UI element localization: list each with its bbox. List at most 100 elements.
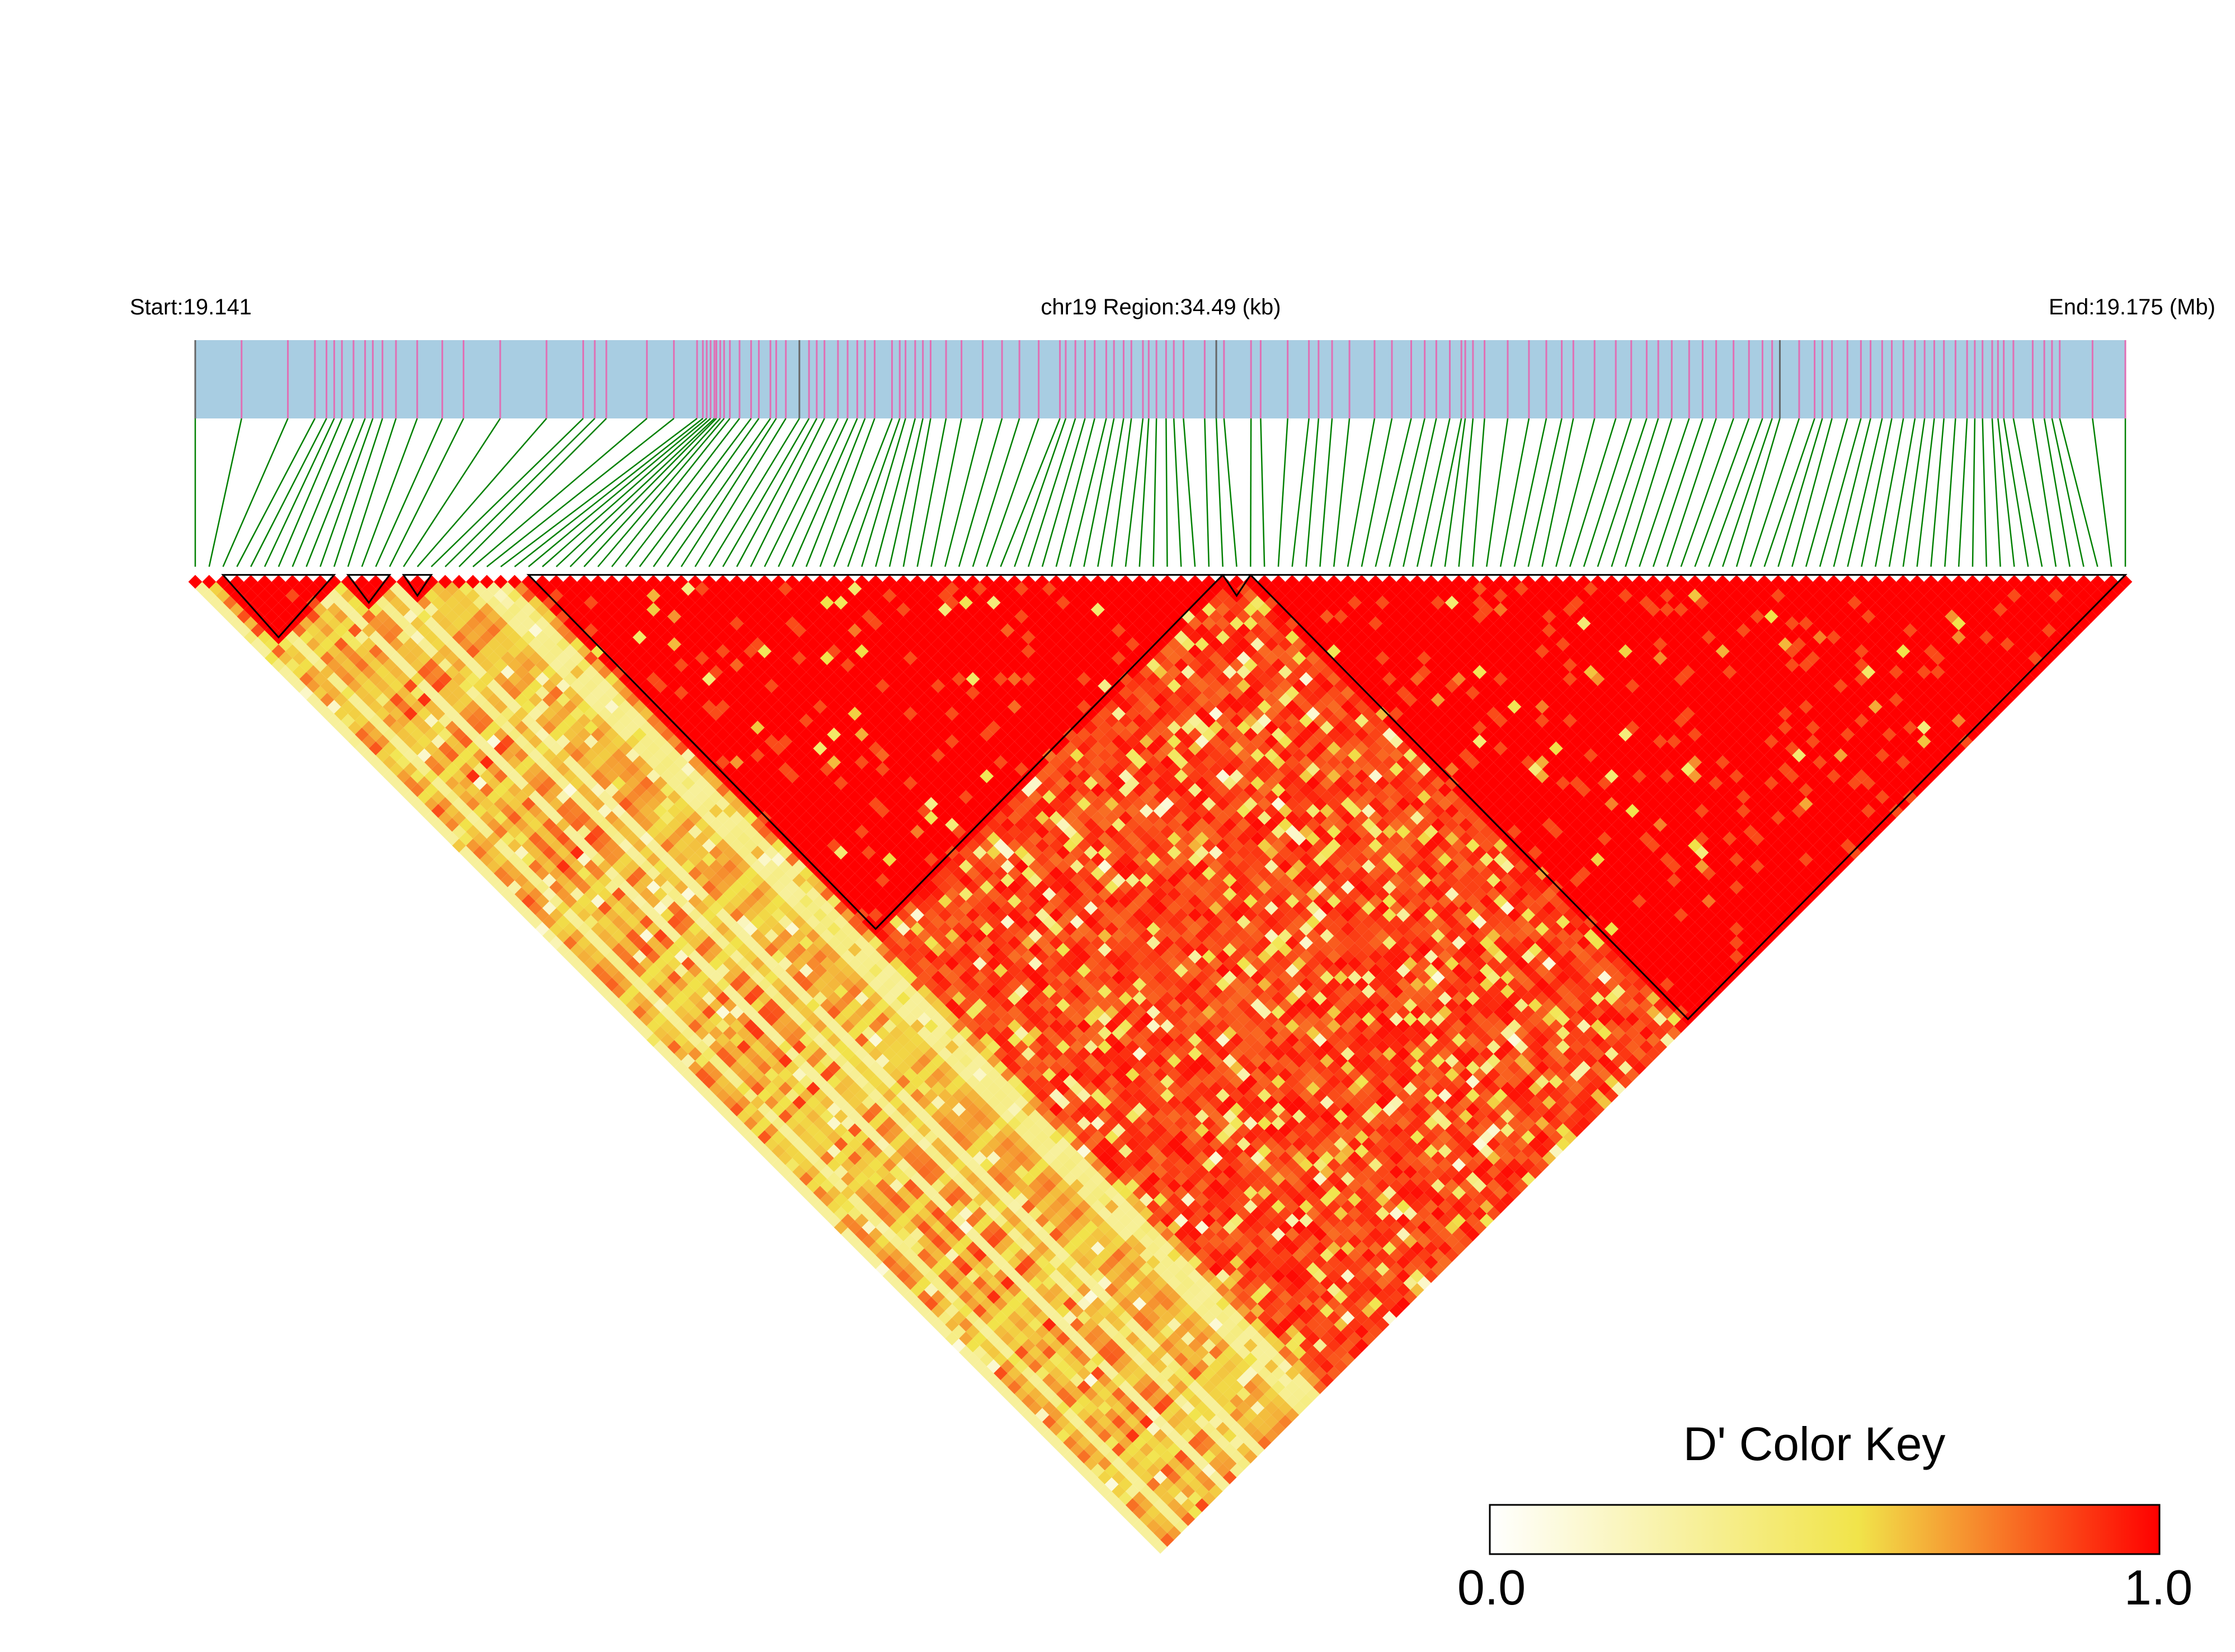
ld-cell — [1035, 1366, 1050, 1381]
ld-cell — [702, 852, 716, 867]
ld-cell — [369, 727, 383, 742]
ld-cell — [410, 797, 425, 811]
ld-cell — [521, 825, 536, 839]
ld-cell — [910, 1185, 925, 1200]
snp-connector — [361, 418, 418, 567]
ld-cell — [507, 755, 522, 770]
ld-cell — [1160, 1505, 1174, 1519]
ld-cell — [1181, 1317, 1196, 1332]
ld-cell — [639, 970, 654, 985]
ld-cell — [1160, 1255, 1174, 1269]
ld-cell — [896, 1241, 911, 1255]
ld-cell — [1104, 1352, 1119, 1367]
ld-cell — [1007, 1130, 1022, 1145]
ld-cell — [702, 963, 716, 978]
snp-connector — [930, 418, 962, 567]
ld-cell — [876, 1151, 890, 1165]
ld-cell — [1160, 1463, 1174, 1477]
ld-cell — [1098, 1206, 1112, 1221]
ld-cell — [674, 1061, 689, 1075]
ld-cell — [632, 741, 647, 756]
snp-connector — [2003, 418, 2029, 567]
ld-cell — [1014, 1387, 1029, 1401]
ld-cell — [313, 616, 327, 630]
ld-cell — [493, 825, 508, 839]
ld-cell — [1098, 1470, 1112, 1485]
ld-cell — [1139, 1498, 1154, 1512]
ld-cell — [945, 1109, 959, 1123]
ld-cell — [1181, 1442, 1196, 1457]
ld-cell — [639, 929, 654, 943]
ld-cell — [695, 1067, 709, 1082]
ld-cell — [750, 915, 765, 929]
ld-cell — [306, 595, 321, 610]
ld-cell — [1035, 1408, 1050, 1422]
ld-cell — [764, 1123, 779, 1137]
ld-cell — [841, 1130, 855, 1145]
ld-cell — [1063, 1213, 1077, 1228]
ld-cell — [646, 825, 661, 839]
ld-cell — [361, 609, 376, 624]
ld-cell — [493, 727, 508, 742]
ld-cell — [375, 735, 390, 749]
ld-cell — [535, 894, 549, 909]
ld-cell — [410, 575, 425, 589]
ld-cell — [1007, 1352, 1022, 1367]
ld-cell — [986, 1303, 1001, 1318]
ld-cell — [896, 991, 911, 1006]
ld-cell — [764, 1081, 779, 1096]
snp-connector — [1777, 418, 1823, 567]
ld-cell — [1000, 1109, 1015, 1123]
ld-cell — [966, 1088, 980, 1103]
ld-cell — [542, 915, 557, 929]
ld-cell — [1104, 1380, 1119, 1394]
ld-cell — [792, 998, 807, 1013]
ld-cell — [910, 1171, 925, 1186]
ld-cell — [681, 804, 695, 818]
ld-cell — [854, 1158, 869, 1172]
ld-cell — [854, 991, 869, 1006]
ld-cell — [1139, 1317, 1154, 1332]
ld-cell — [966, 1102, 980, 1117]
ld-cell — [1014, 1165, 1029, 1179]
ld-cell — [876, 1193, 890, 1207]
ld-cell — [438, 672, 453, 686]
ld-cell — [882, 991, 897, 1006]
ld-cell — [1139, 1276, 1154, 1290]
ld-cell — [890, 1026, 904, 1041]
ld-cell — [570, 943, 584, 957]
ld-cell — [785, 1144, 799, 1159]
ld-cell — [341, 644, 355, 658]
ld-cell — [1104, 1338, 1119, 1353]
ld-cell — [1021, 1227, 1036, 1241]
ld-cell — [896, 1144, 911, 1159]
snp-connector — [556, 418, 715, 567]
ld-cell — [1098, 1220, 1112, 1235]
ld-cell — [862, 1012, 876, 1027]
ld-cell — [1160, 1338, 1174, 1353]
ld-cell — [549, 672, 563, 686]
ld-cell — [1007, 1171, 1022, 1186]
ld-cell — [1084, 1206, 1098, 1221]
ld-cell — [639, 984, 654, 999]
ld-cell — [424, 741, 439, 756]
snp-connector — [1847, 418, 1883, 567]
ld-cell — [820, 984, 834, 999]
ld-cell — [896, 1283, 911, 1297]
ld-cell — [493, 589, 508, 603]
ld-cell — [369, 644, 383, 658]
ld-cell — [563, 797, 577, 811]
snp-connector — [403, 418, 501, 567]
ld-cell — [403, 651, 418, 665]
ld-cell — [1042, 1289, 1056, 1304]
ld-cell — [1104, 1366, 1119, 1381]
ld-cell — [570, 693, 584, 707]
ld-cell — [972, 1193, 987, 1207]
ld-cell — [827, 1088, 841, 1103]
ld-cell — [820, 1193, 834, 1207]
ld-cell — [931, 1165, 945, 1179]
ld-cell — [841, 1199, 855, 1214]
ld-cell — [473, 845, 487, 860]
ld-cell — [1063, 1422, 1077, 1436]
ld-cell — [1042, 1387, 1056, 1401]
